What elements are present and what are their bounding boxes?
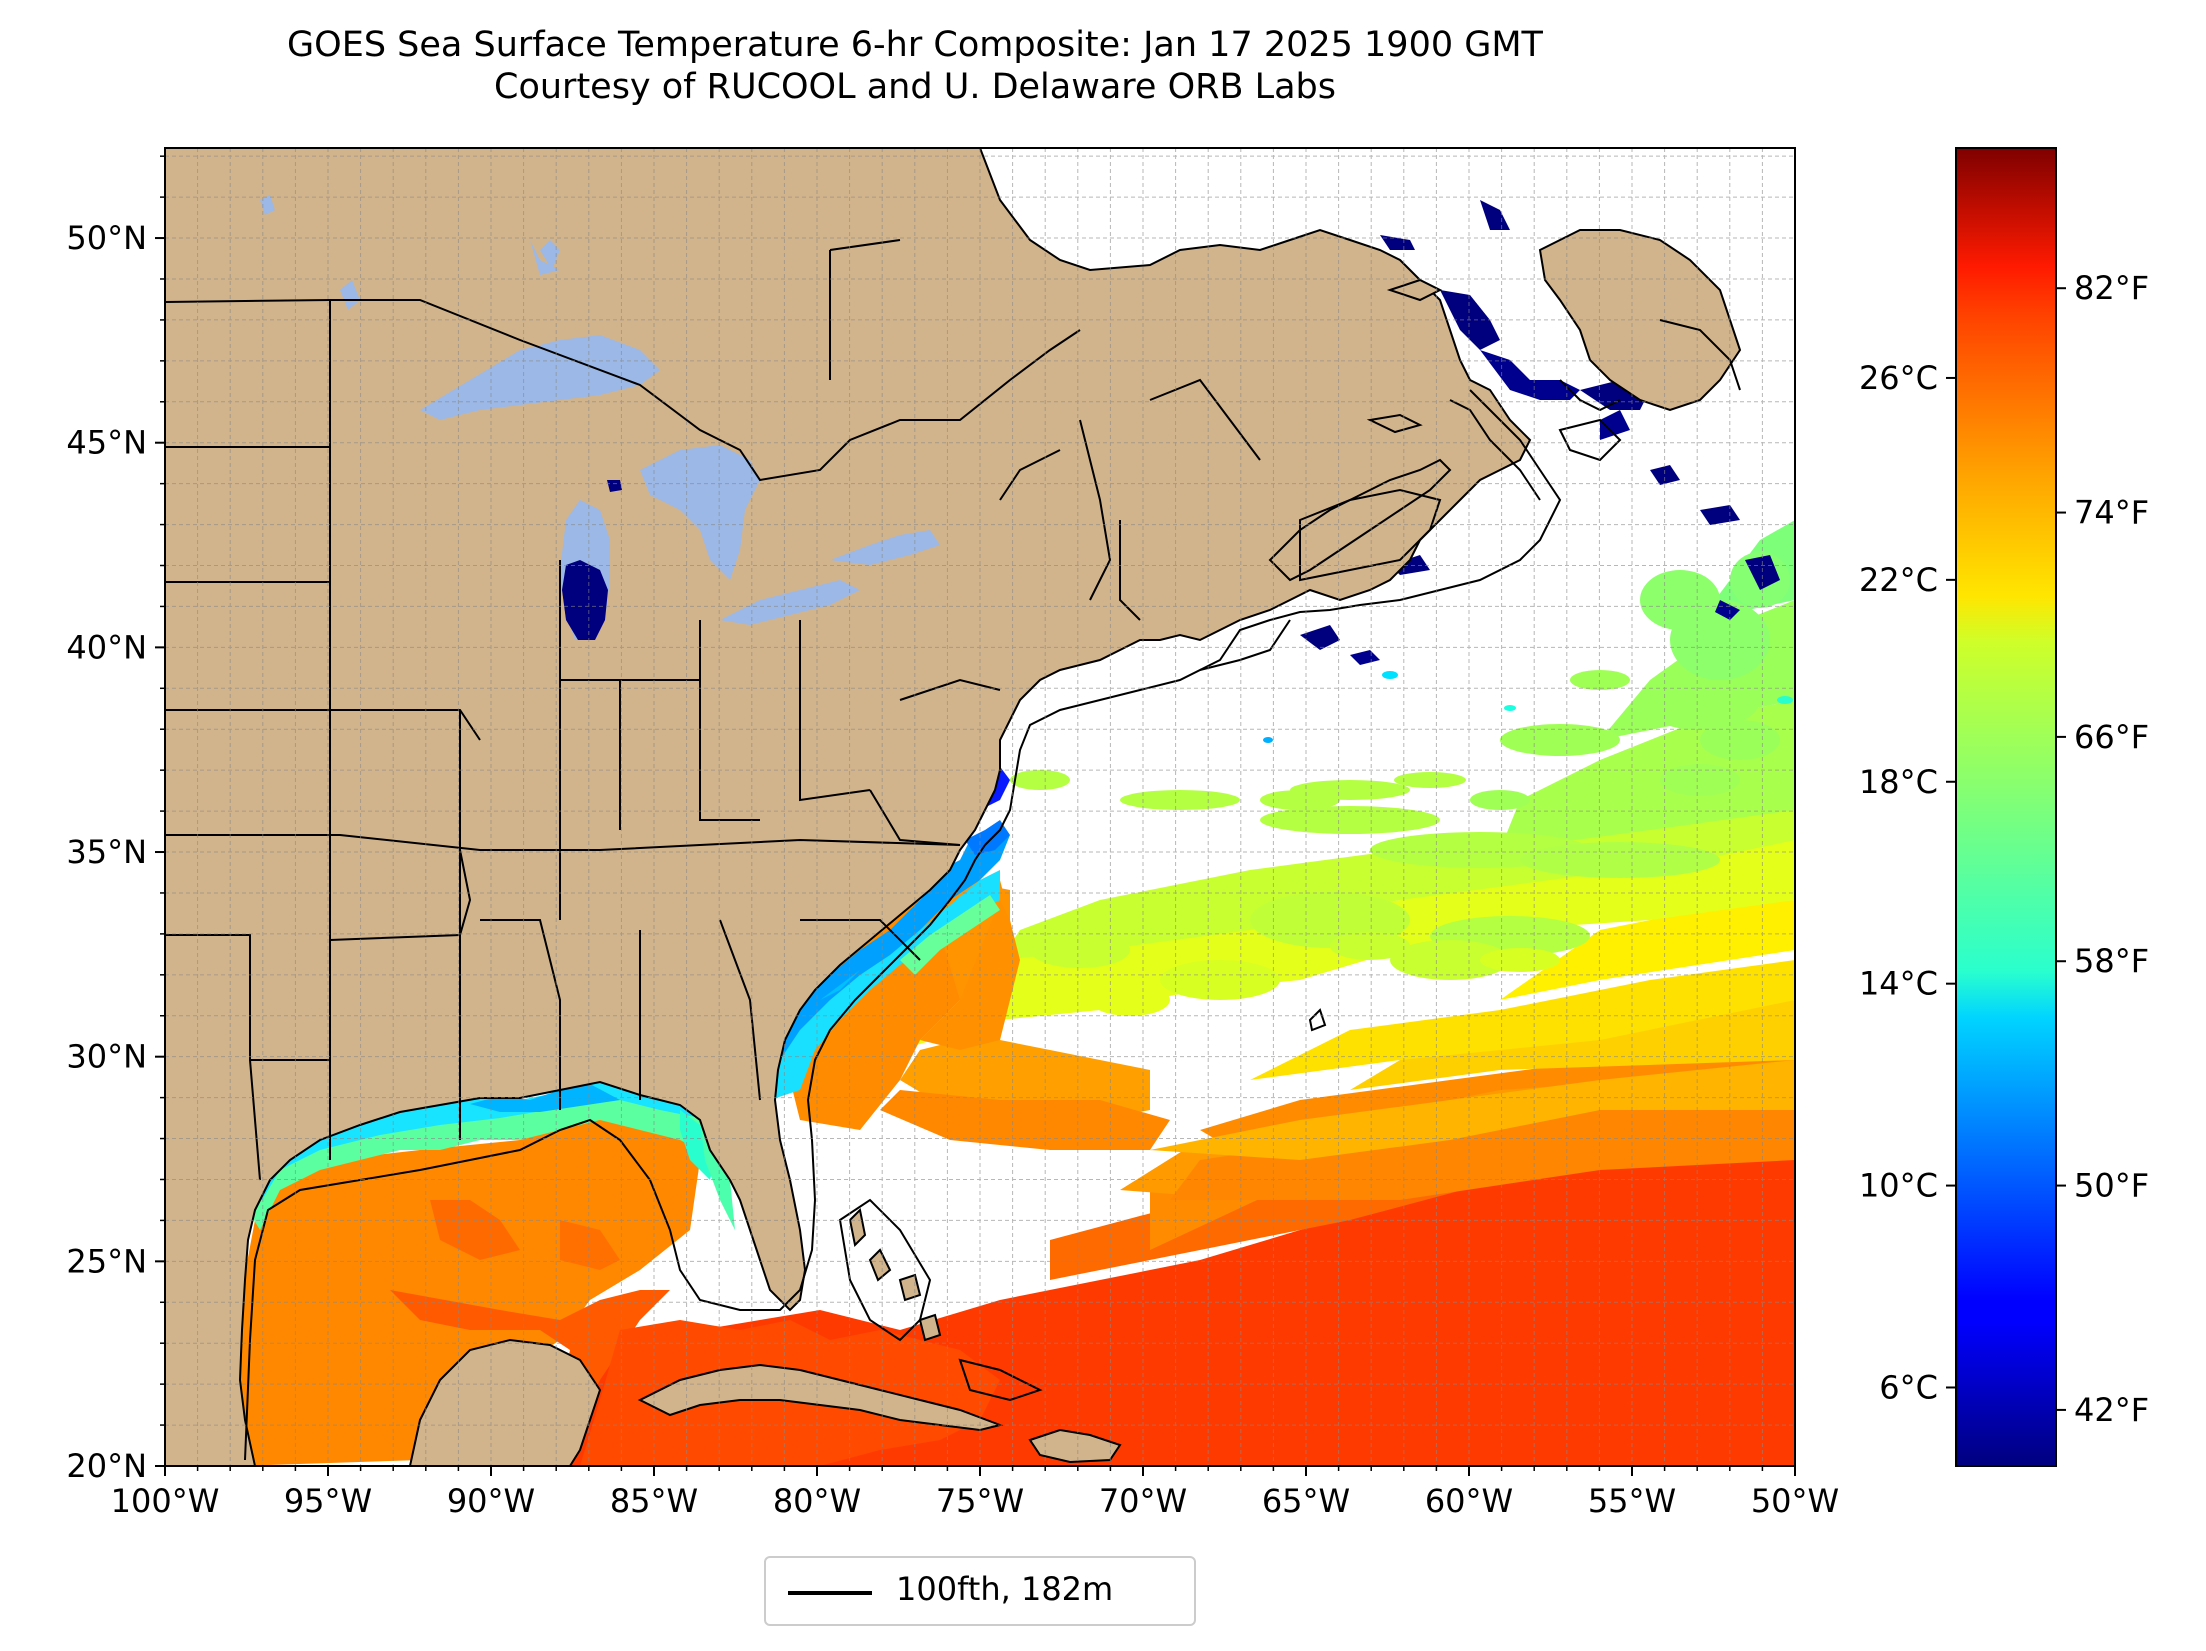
colorbar-c-label: 6°C [1879,1368,1938,1406]
lon-tick-label: 75°W [936,1482,1024,1520]
colorbar-f-label: 82°F [2074,269,2149,307]
colorbar-c-label: 14°C [1859,965,1938,1003]
land [165,148,1742,1466]
longitude-ticks: 100°W 95°W 90°W 85°W 80°W 75°W 70°W 65°W 60°W 55°… [111,1466,1839,1520]
lat-tick-label: 30°N [66,1038,147,1076]
lon-tick-label: 100°W [111,1482,220,1520]
lon-tick-label: 80°W [773,1482,861,1520]
colorbar-c-label: 18°C [1859,763,1938,801]
lon-tick-label: 95°W [284,1482,372,1520]
colorbar-c-label: 22°C [1859,561,1938,599]
lon-tick-label: 70°W [1099,1482,1187,1520]
lon-tick-label: 90°W [447,1482,535,1520]
map-area [165,148,1795,1466]
gridlines [165,148,1795,1466]
lat-tick-label: 20°N [66,1447,147,1485]
colorbar-c-label: 10°C [1859,1167,1938,1205]
colorbar-f-label: 58°F [2074,942,2149,980]
lon-tick-label: 65°W [1262,1482,1350,1520]
lat-tick-label: 40°N [66,628,147,666]
colorbar-f-label: 66°F [2074,718,2149,756]
chart-subtitle: Courtesy of RUCOOL and U. Delaware ORB L… [494,67,1336,107]
colorbar-celsius-ticks: 6°C 10°C 14°C 18°C 22°C 26°C [1859,359,1956,1406]
lat-tick-label: 35°N [66,833,147,871]
legend-label: 100fth, 182m [896,1570,1114,1608]
political-borders [165,239,1261,1181]
colorbar-c-label: 26°C [1859,359,1938,397]
colorbar-f-label: 74°F [2074,494,2149,532]
isobath-100fth [244,319,1741,1461]
lon-tick-label: 50°W [1751,1482,1839,1520]
colorbar-f-label: 50°F [2074,1167,2149,1205]
latitude-ticks: 20°N 25°N 30°N 35°N 40°N 45°N 50°N [66,155,165,1485]
lat-tick-label: 25°N [66,1242,147,1280]
colorbar-f-label: 42°F [2074,1391,2149,1429]
lat-tick-label: 50°N [66,219,147,257]
legend: 100fth, 182m [764,1556,1196,1626]
colorbar-fahrenheit-ticks: 42°F 50°F 58°F 66°F 74°F 82°F [2056,269,2149,1429]
chart-title: GOES Sea Surface Temperature 6-hr Compos… [287,25,1543,65]
lat-tick-label: 45°N [66,424,147,462]
lon-tick-label: 55°W [1588,1482,1676,1520]
colorbar [1955,147,2057,1467]
lon-tick-label: 85°W [610,1482,698,1520]
legend-line-swatch [788,1591,872,1595]
lon-tick-label: 60°W [1425,1482,1513,1520]
